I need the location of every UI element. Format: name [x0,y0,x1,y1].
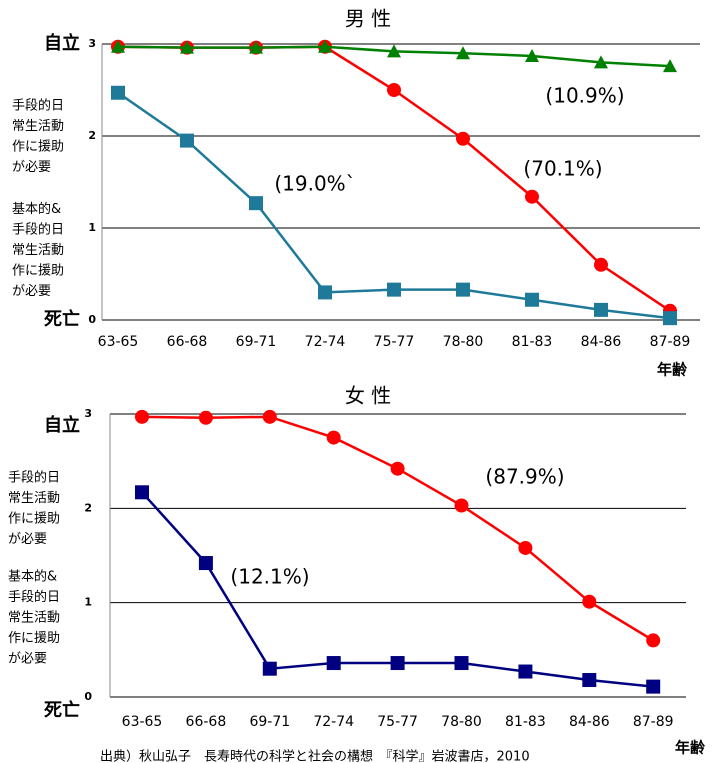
y-tick-label: 1 [84,596,92,609]
marker [387,83,401,97]
marker [594,258,608,272]
marker [249,196,263,210]
annotation: (12.1%) [230,565,309,589]
y-tick-label: 0 [88,313,96,326]
y-category-label: 自立 [44,32,80,54]
y-tick-label: 0 [84,690,92,703]
x-tick-label: 75-77 [374,334,415,350]
x-tick-label: 78-80 [443,334,484,350]
series-line [142,417,653,641]
marker [135,485,149,499]
y-category-label: 基本的&手段的日常生活動作に援助が必要 [8,568,60,666]
annotation: (19.0%` [274,172,355,196]
marker [111,86,125,100]
y-tick-label: 3 [84,407,92,420]
x-tick-label: 87-89 [650,334,691,350]
marker [199,411,213,425]
marker [391,656,405,670]
marker [180,134,194,148]
annotation: (87.9%) [485,465,564,489]
marker [456,283,470,297]
y-category-label: 基本的&手段的日常生活動作に援助が必要 [12,201,64,299]
marker [582,673,596,687]
x-tick-label: 81-83 [505,714,546,730]
chart-title: 男 性 [345,7,391,31]
marker [518,665,532,679]
x-tick-label: 87-89 [633,714,674,730]
annotation: (10.9%) [545,84,624,108]
x-tick-label: 69-71 [236,334,277,350]
marker [263,410,277,424]
marker [327,656,341,670]
page: 出典）秋山弘子 長寿時代の科学と社会の構想 『科学』岩波書店，2010 男 性 0… [0,0,726,763]
marker [387,283,401,297]
y-tick-label: 2 [88,129,96,142]
x-tick-label: 66-68 [186,714,227,730]
x-tick-label: 63-65 [98,334,139,350]
marker [518,541,532,555]
marker [456,132,470,146]
x-tick-label: 81-83 [512,334,553,350]
y-tick-label: 1 [88,221,96,234]
annotation: (70.1%) [523,157,602,181]
marker [199,556,213,570]
x-tick-label: 72-74 [313,714,354,730]
y-category-label: 手段的日常生活動作に援助が必要 [12,97,64,175]
y-category-label: 死亡 [44,308,80,330]
marker [455,656,469,670]
source: 出典）秋山弘子 長寿時代の科学と社会の構想 『科学』岩波書店，2010 [100,749,530,763]
y-tick-label: 2 [84,501,92,514]
marker [327,431,341,445]
x-tick-label: 84-86 [581,334,622,350]
marker [646,633,660,647]
x-tick-label: 63-65 [122,714,163,730]
y-category-label: 自立 [44,414,80,436]
x-tick-label: 66-68 [167,334,208,350]
marker [663,311,677,325]
x-tick-label: 84-86 [569,714,610,730]
marker [455,499,469,513]
y-category-label: 手段的日常生活動作に援助が必要 [8,469,60,546]
marker [582,595,596,609]
x-axis-label: 年齢 [675,739,706,757]
chart-title: 女 性 [345,384,391,408]
x-tick-label: 72-74 [305,334,346,350]
y-tick-label: 3 [88,37,96,50]
marker [391,462,405,476]
marker [318,285,332,299]
marker [525,293,539,307]
marker [525,190,539,204]
marker [135,410,149,424]
x-tick-label: 78-80 [441,714,482,730]
y-category-label: 死亡 [44,699,80,721]
x-tick-label: 75-77 [377,714,418,730]
marker [263,662,277,676]
marker [594,303,608,317]
chart: 出典）秋山弘子 長寿時代の科学と社会の構想 『科学』岩波書店，2010 男 性 0… [0,0,726,763]
x-tick-label: 69-71 [249,714,290,730]
x-axis-label: 年齢 [657,361,688,379]
marker [646,680,660,694]
